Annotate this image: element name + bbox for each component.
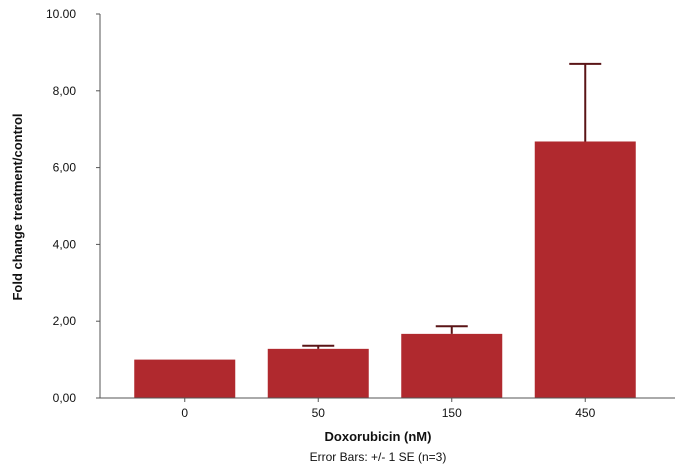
x-axis-title: Doxorubicin (nM) — [325, 429, 432, 444]
bar — [534, 141, 636, 398]
x-tick-label: 50 — [312, 406, 326, 420]
y-axis-title: Fold change treatment/control — [10, 113, 25, 300]
y-tick-label: 0,00 — [53, 391, 77, 405]
y-tick-label: 8,00 — [53, 84, 77, 98]
bars — [134, 141, 636, 398]
bar — [401, 333, 503, 398]
bar — [134, 359, 236, 398]
y-tick-label: 6,00 — [53, 161, 77, 175]
x-tick-label: 0 — [181, 406, 188, 420]
y-tick-label: 2,00 — [53, 314, 77, 328]
error-bars — [302, 62, 602, 349]
bar — [267, 348, 369, 398]
y-tick-label: 10.00 — [46, 7, 76, 21]
error-bar-note: Error Bars: +/- 1 SE (n=3) — [310, 450, 447, 464]
y-axis: 0,00 2,00 4,00 6,00 8,00 10.00 — [46, 7, 101, 405]
x-tick-label: 450 — [575, 406, 595, 420]
x-tick-label: 150 — [442, 406, 462, 420]
x-axis: 0 50 150 450 — [100, 397, 675, 420]
y-tick-label: 4,00 — [53, 237, 77, 251]
